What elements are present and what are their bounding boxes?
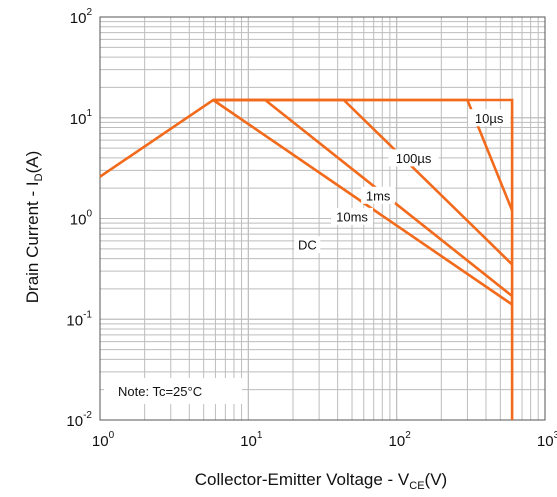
y-tick-labels: 10-2 10-1 100 101 102	[66, 7, 92, 430]
y-tick-label: 102	[70, 7, 93, 27]
y-tick-label: 10-1	[66, 309, 92, 329]
note-box: Note: Tc=25°C	[104, 378, 242, 404]
curve-label: 10µs	[475, 111, 504, 126]
curve-label-bg	[388, 149, 439, 167]
y-tick-label: 101	[70, 108, 93, 128]
x-tick-label: 102	[389, 430, 412, 450]
curve-label: 100µs	[396, 151, 432, 166]
curve-labels: 10µs 100µs 1ms 10ms DC	[294, 109, 511, 254]
curve-label: 10ms	[336, 209, 368, 224]
x-axis-label: Collector-Emitter Voltage - VCE(V)	[195, 470, 447, 492]
note-text: Note: Tc=25°C	[118, 384, 202, 399]
note-bg	[104, 378, 242, 404]
curve-label: 1ms	[366, 188, 391, 203]
x-tick-label: 103	[537, 430, 557, 450]
y-axis-label-sub: D	[33, 173, 45, 181]
x-axis-label-sub: CE	[409, 480, 424, 492]
x-axis-label-main: Collector-Emitter Voltage - V	[195, 470, 410, 489]
curve-label: DC	[298, 238, 317, 253]
y-tick-label: 100	[70, 209, 93, 229]
curve-label-bg	[361, 186, 396, 204]
curve-label-bg	[294, 236, 321, 254]
curve-label-bg	[468, 109, 511, 127]
y-tick-label: 10-2	[66, 410, 92, 430]
series-line-10ms	[213, 98, 513, 298]
x-tick-label: 101	[240, 430, 263, 450]
x-tick-labels: 100 101 102 103	[92, 430, 557, 450]
grid	[99, 16, 546, 421]
y-axis-label-suffix: (A)	[23, 151, 42, 174]
curves	[99, 98, 514, 420]
x-tick-label: 100	[92, 430, 115, 450]
curve-label-bg	[331, 207, 374, 225]
y-axis-label-main: Drain Current - I	[23, 181, 42, 303]
plot-frame	[99, 16, 546, 421]
x-axis-label-suffix: (V)	[425, 470, 448, 489]
y-axis-label: Drain Current - ID(A)	[23, 151, 45, 304]
